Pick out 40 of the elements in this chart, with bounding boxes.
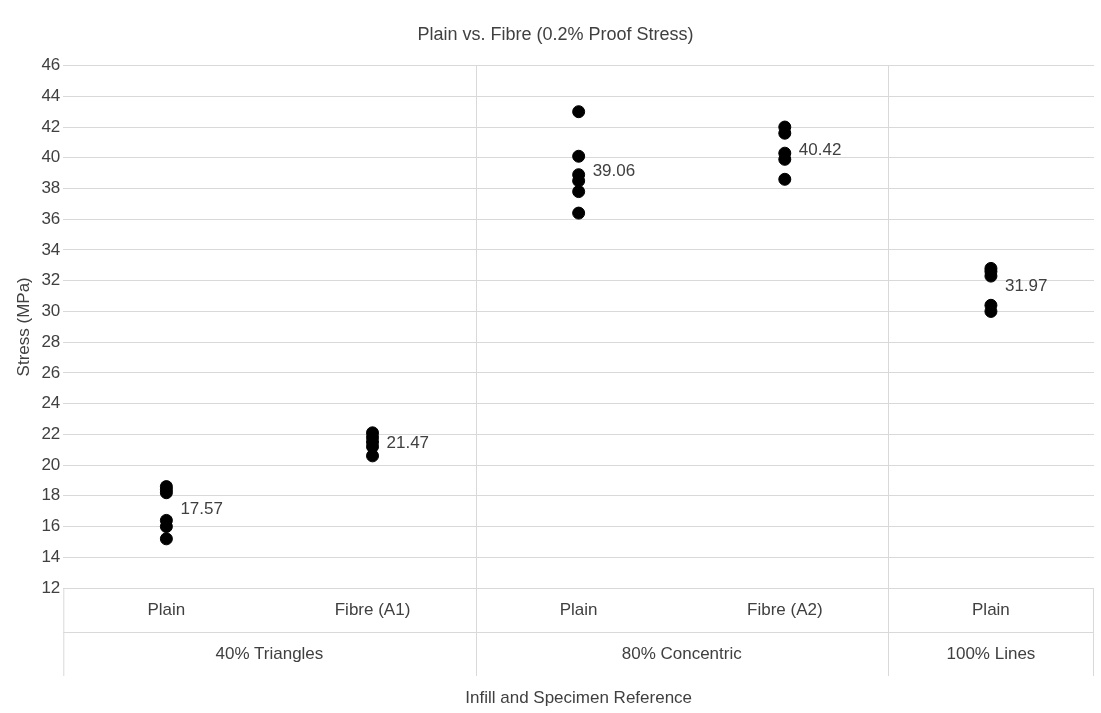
text: 80% Concentric	[621, 643, 743, 663]
y-tick-label: 26	[41, 362, 61, 382]
text: 100% Lines	[946, 643, 1036, 663]
annotation: 31.97	[1004, 276, 1048, 296]
y-tick-label: 32	[41, 270, 61, 290]
y-tick-label: 42	[41, 116, 61, 136]
point	[572, 206, 586, 220]
x-tick-label: Fibre (A1)	[334, 599, 411, 619]
point	[572, 185, 586, 199]
y-tick-label: 38	[41, 178, 61, 198]
x-tick-label: Plain	[972, 599, 1010, 619]
y-tick-label: 18	[41, 485, 61, 505]
x-tick-label: Plain	[559, 599, 598, 619]
annotation: 17.57	[180, 498, 223, 518]
y-tick-label: 36	[41, 208, 61, 228]
annotation: 21.47	[386, 432, 430, 452]
point	[159, 532, 173, 546]
text: 40% Triangles	[215, 643, 324, 663]
x-axis-title: Infill and Specimen Reference	[465, 687, 693, 707]
annotation: 39.06	[592, 161, 636, 181]
y-tick-label: 22	[41, 424, 61, 444]
point	[572, 105, 586, 119]
y-tick-label: 16	[41, 516, 61, 536]
annotation: 40.42	[798, 140, 842, 160]
chart-title: Plain vs. Fibre (0.2% Proof Stress)	[417, 23, 694, 44]
y-tick-label: 14	[41, 546, 61, 566]
x-tick-label: Plain	[147, 599, 186, 619]
y-tick-label: 12	[41, 577, 61, 597]
y-tick-label: 20	[41, 454, 61, 474]
y-tick-label: 24	[41, 393, 61, 413]
y-tick-label: 30	[41, 301, 61, 321]
y-axis-title: Stress (MPa)	[13, 277, 33, 377]
y-tick-label: 46	[41, 55, 61, 75]
x-tick-label: Fibre (A2)	[747, 599, 823, 619]
point	[778, 172, 792, 186]
y-tick-label: 40	[41, 147, 61, 167]
y-tick-label: 44	[41, 86, 61, 106]
y-tick-label: 28	[41, 331, 61, 351]
point	[572, 149, 586, 163]
y-tick-label: 34	[41, 239, 61, 259]
